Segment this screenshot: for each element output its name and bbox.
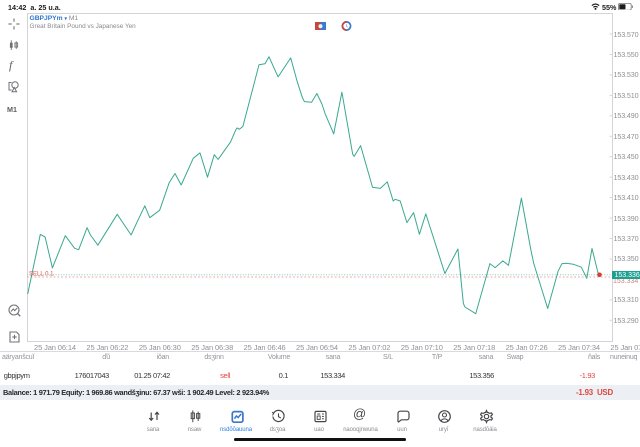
svg-text:SELL 0.1: SELL 0.1 — [29, 272, 54, 278]
